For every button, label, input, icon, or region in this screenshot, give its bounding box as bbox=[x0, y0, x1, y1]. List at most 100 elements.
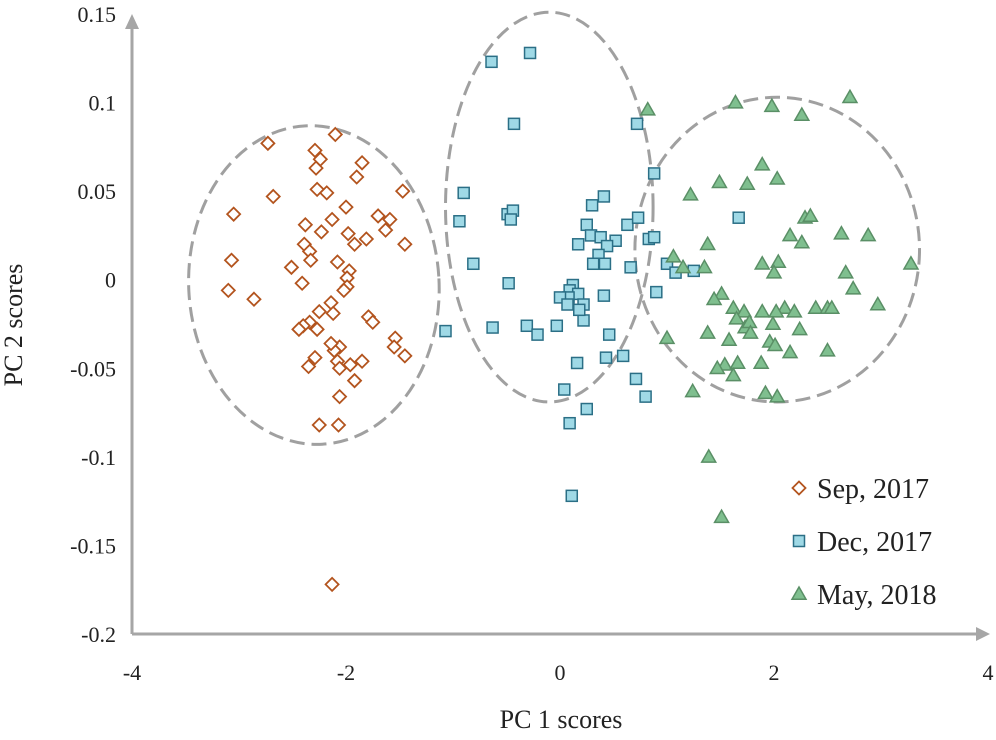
data-point bbox=[742, 324, 759, 339]
data-point bbox=[550, 319, 564, 333]
data-point bbox=[597, 289, 611, 302]
data-point bbox=[594, 230, 607, 244]
data-point bbox=[844, 280, 862, 295]
data-point bbox=[331, 388, 348, 405]
data-point bbox=[311, 417, 328, 433]
data-point bbox=[346, 372, 363, 389]
data-point bbox=[699, 324, 716, 339]
data-point bbox=[647, 230, 661, 244]
data-point bbox=[682, 186, 699, 201]
legend-label: Sep, 2017 bbox=[817, 474, 929, 505]
data-point bbox=[650, 285, 663, 299]
y-tick-labels: 0.15 0.1 0.05 0 -0.05 -0.1 -0.15 -0.2 bbox=[70, 2, 116, 647]
legend-item: May, 2018 bbox=[790, 580, 937, 611]
data-point bbox=[364, 314, 381, 331]
data-point bbox=[553, 291, 567, 304]
data-point bbox=[819, 342, 836, 357]
data-point bbox=[485, 55, 498, 69]
data-point bbox=[753, 156, 771, 171]
data-point bbox=[354, 155, 370, 171]
data-point bbox=[705, 290, 723, 306]
legend-marker bbox=[792, 534, 806, 548]
data-point bbox=[647, 167, 661, 180]
data-point bbox=[324, 211, 340, 228]
data-point bbox=[318, 185, 335, 201]
data-point bbox=[684, 382, 701, 398]
data-point bbox=[602, 328, 616, 341]
legend-label: Dec, 2017 bbox=[817, 527, 932, 558]
data-point bbox=[837, 264, 854, 279]
data-point bbox=[753, 255, 771, 270]
data-point bbox=[600, 239, 614, 253]
data-point bbox=[580, 402, 593, 416]
x-tick-label: 2 bbox=[769, 660, 780, 685]
data-point bbox=[763, 97, 781, 113]
data-point bbox=[580, 218, 593, 232]
data-point bbox=[823, 299, 841, 315]
x-tick-label: 4 bbox=[983, 660, 994, 685]
data-point bbox=[283, 259, 300, 276]
data-point bbox=[752, 354, 770, 369]
x-tick-label: 0 bbox=[555, 660, 566, 685]
data-point bbox=[577, 314, 590, 327]
data-point bbox=[696, 258, 713, 274]
data-point bbox=[338, 199, 354, 215]
data-point bbox=[869, 296, 887, 311]
data-point bbox=[674, 258, 692, 274]
data-point bbox=[565, 489, 579, 503]
y-tick-label: -0.05 bbox=[70, 356, 116, 381]
data-point bbox=[323, 335, 339, 352]
data-point bbox=[624, 261, 637, 274]
data-point bbox=[757, 384, 774, 400]
data-point bbox=[766, 336, 784, 352]
series-1 bbox=[220, 126, 413, 593]
data-point bbox=[329, 254, 346, 270]
data-point bbox=[486, 321, 499, 334]
data-point bbox=[802, 207, 819, 222]
legend-item: Sep, 2017 bbox=[791, 474, 929, 505]
data-point bbox=[720, 331, 738, 346]
data-point bbox=[523, 46, 537, 60]
data-point bbox=[563, 416, 576, 430]
data-point bbox=[467, 257, 480, 271]
data-point bbox=[308, 160, 324, 176]
data-point bbox=[220, 282, 237, 299]
data-point bbox=[859, 226, 877, 242]
data-point bbox=[729, 354, 746, 369]
cluster-ellipse-2 bbox=[444, 10, 655, 404]
data-point bbox=[336, 282, 352, 299]
data-point bbox=[313, 224, 330, 240]
data-point bbox=[660, 257, 674, 271]
data-point bbox=[791, 320, 808, 336]
data-point bbox=[348, 169, 365, 185]
data-point bbox=[616, 349, 630, 363]
data-point bbox=[331, 360, 348, 377]
data-point bbox=[502, 277, 515, 290]
data-point bbox=[630, 117, 644, 131]
data-point bbox=[382, 211, 398, 228]
data-point bbox=[585, 199, 599, 212]
data-point bbox=[732, 211, 745, 224]
legend-marker bbox=[790, 585, 808, 600]
x-tick-label: -2 bbox=[337, 660, 355, 685]
data-point bbox=[377, 222, 394, 238]
data-point bbox=[768, 388, 786, 403]
y-tick-label: -0.15 bbox=[70, 533, 116, 558]
cluster-ellipse-3 bbox=[633, 95, 922, 404]
series-3 bbox=[639, 88, 920, 524]
data-point bbox=[781, 343, 799, 359]
y-tick-label: 0 bbox=[105, 268, 116, 293]
cluster-ellipse-1 bbox=[187, 124, 441, 446]
data-point bbox=[307, 349, 323, 366]
data-point bbox=[586, 257, 600, 271]
data-point bbox=[561, 298, 574, 311]
data-point bbox=[300, 358, 317, 375]
y-axis-arrow-icon bbox=[125, 14, 139, 29]
data-point bbox=[753, 303, 771, 318]
data-point bbox=[599, 351, 613, 364]
data-point bbox=[639, 101, 657, 116]
data-point bbox=[713, 285, 730, 300]
data-point bbox=[711, 173, 728, 189]
data-point bbox=[767, 303, 785, 318]
data-point bbox=[330, 417, 347, 433]
